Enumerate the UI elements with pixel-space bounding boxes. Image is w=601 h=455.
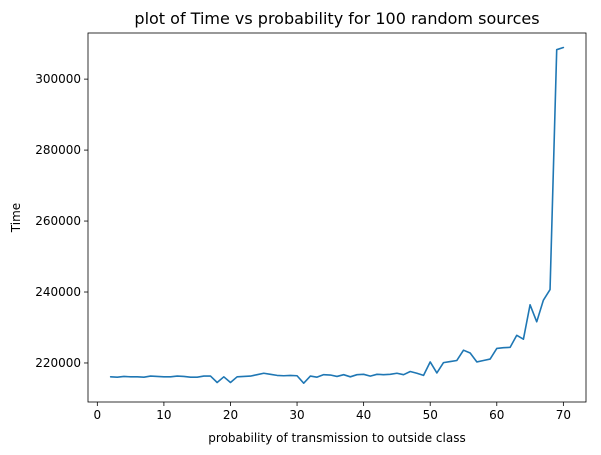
x-tick-label: 30 bbox=[289, 408, 304, 422]
y-axis: 220000 240000 260000 280000 300000 bbox=[35, 72, 88, 370]
y-tick-label: 240000 bbox=[35, 285, 81, 299]
x-tick-label: 60 bbox=[489, 408, 504, 422]
plot-frame bbox=[87, 32, 587, 403]
x-axis: 0 10 20 30 40 50 60 70 bbox=[94, 402, 571, 422]
x-tick-label: 20 bbox=[223, 408, 238, 422]
y-tick-label: 260000 bbox=[35, 214, 81, 228]
y-tick-label: 220000 bbox=[35, 356, 81, 370]
y-axis-label: Time bbox=[9, 203, 23, 233]
x-tick-label: 40 bbox=[356, 408, 371, 422]
series-line bbox=[109, 46, 565, 385]
y-tick-label: 300000 bbox=[35, 72, 81, 86]
x-tick-label: 50 bbox=[423, 408, 438, 422]
x-tick-label: 10 bbox=[156, 408, 171, 422]
x-tick-label: 0 bbox=[94, 408, 102, 422]
plot-area: 0 10 20 30 40 50 60 70 220000 240000 260000 280000… bbox=[35, 32, 587, 422]
y-tick-label: 280000 bbox=[35, 143, 81, 157]
chart-title: plot of Time vs probability for 100 rand… bbox=[134, 9, 539, 28]
x-tick-label: 70 bbox=[556, 408, 571, 422]
series-layer bbox=[109, 46, 565, 385]
x-axis-label: probability of transmission to outside c… bbox=[208, 431, 465, 445]
